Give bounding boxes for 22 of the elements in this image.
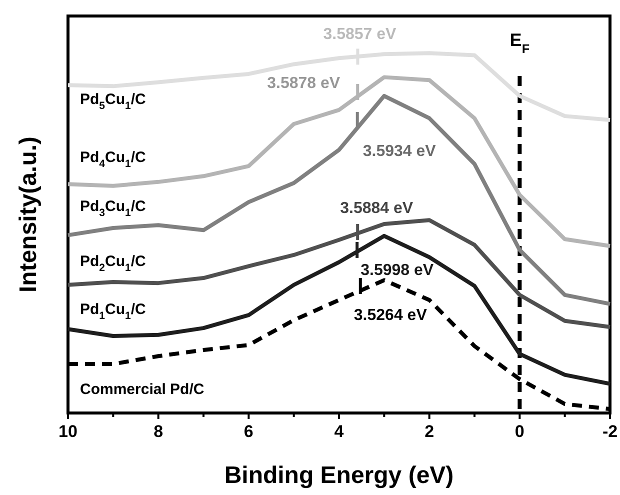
series-label: Pd$_{2}$Cu$_{1}$/C xyxy=(80,252,146,274)
x-tick-label: -2 xyxy=(602,422,618,441)
annotation: 3.5264 eV xyxy=(354,307,428,324)
annotation: 3.5998 eV xyxy=(360,262,434,280)
x-tick-label: 6 xyxy=(244,422,254,441)
series-label: Pd$_{5}$Cu$_{1}$/C xyxy=(80,91,146,112)
x-tick-label: 4 xyxy=(334,422,344,441)
series-label: Pd$_{1}$Cu$_{1}$/C xyxy=(80,301,146,322)
ref-line-label: E$_{F}$ xyxy=(510,30,530,56)
annotation: 3.5857 eV xyxy=(323,26,397,43)
annotation: 3.5934 eV xyxy=(362,143,436,160)
series-label: Pd$_{4}$Cu$_{1}$/C xyxy=(80,149,146,170)
annotation: 3.5878 eV xyxy=(267,75,340,92)
annotation: 3.5884 eV xyxy=(340,200,414,218)
series-label: Pd$_{3}$Cu$_{1}$/C xyxy=(80,198,146,219)
x-axis-title: Binding Energy (eV) xyxy=(224,462,454,489)
x-tick-label: 10 xyxy=(58,422,78,441)
series-label: Commercial Pd/C xyxy=(80,381,204,398)
x-tick-label: 2 xyxy=(424,422,434,441)
y-axis-title: Intensity(a.u.) xyxy=(15,136,42,293)
x-tick-label: 0 xyxy=(514,422,524,441)
x-tick-label: 8 xyxy=(154,422,164,441)
